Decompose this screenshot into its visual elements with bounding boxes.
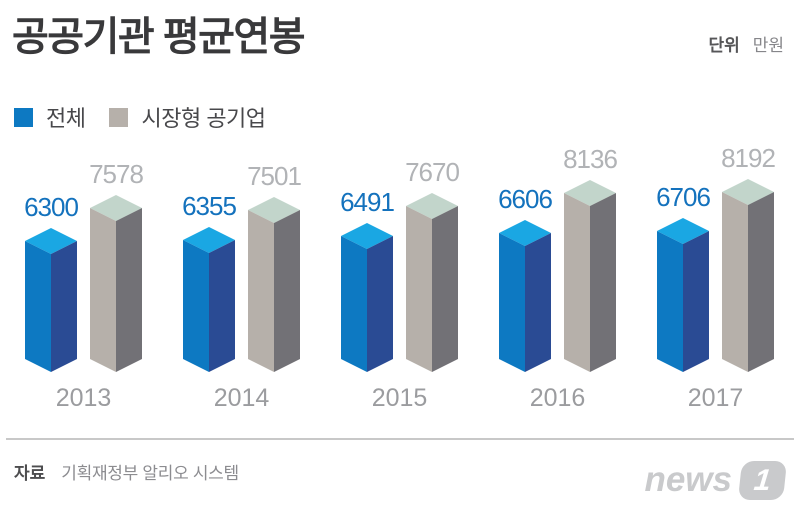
bar-total-2013	[25, 228, 77, 372]
bar-market-2017	[722, 179, 774, 372]
unit-note: 단위 만원	[708, 31, 784, 56]
bar-chart: 6300 7578 2013 6355 7501 2014 6491 7670 2015 6606…	[24, 143, 776, 412]
bar-market-2013	[90, 195, 142, 372]
bar-market-2015	[406, 193, 458, 372]
value-label-total-2015: 6491	[340, 187, 395, 217]
news1-logo: news 1	[644, 460, 788, 500]
news1-logo-text: news	[644, 460, 732, 499]
unit-label: 단위	[708, 36, 740, 55]
bar-total-2015	[341, 223, 393, 372]
legend-label-market: 시장형 공기업	[141, 106, 266, 131]
value-label-market-2017: 8192	[721, 143, 776, 173]
source-value: 기획재정부 알리오 시스템	[61, 464, 239, 483]
value-label-total-2017: 6706	[656, 182, 711, 212]
year-label-2013: 2013	[55, 384, 112, 412]
bar-total-2017	[657, 218, 709, 372]
source-note: 자료 기획재정부 알리오 시스템	[14, 459, 239, 484]
value-label-market-2016: 8136	[563, 144, 618, 174]
legend-swatch-market	[109, 107, 129, 127]
page-title: 공공기관 평균연봉	[12, 15, 306, 59]
legend: 전체 시장형 공기업	[14, 101, 266, 133]
footer-divider	[6, 438, 794, 440]
year-label-2017: 2017	[687, 384, 744, 412]
value-label-total-2016: 6606	[498, 184, 553, 214]
unit-value: 만원	[752, 36, 784, 55]
value-label-market-2013: 7578	[89, 159, 144, 189]
news1-logo-one: 1	[752, 463, 773, 497]
bar-market-2014	[248, 197, 300, 372]
source-label: 자료	[14, 464, 46, 483]
bar-total-2014	[183, 227, 235, 372]
legend-label-total: 전체	[46, 106, 86, 131]
year-label-2015: 2015	[371, 384, 428, 412]
news1-logo-badge: 1	[737, 460, 788, 500]
year-label-2014: 2014	[213, 384, 270, 412]
year-label-2016: 2016	[529, 384, 586, 412]
bar-market-2016	[564, 180, 616, 372]
value-label-total-2013: 6300	[24, 192, 79, 222]
legend-swatch-total	[14, 107, 33, 127]
value-label-market-2014: 7501	[247, 161, 302, 191]
bar-total-2016	[499, 220, 551, 372]
value-label-total-2014: 6355	[182, 191, 237, 221]
value-label-market-2015: 7670	[405, 157, 460, 187]
